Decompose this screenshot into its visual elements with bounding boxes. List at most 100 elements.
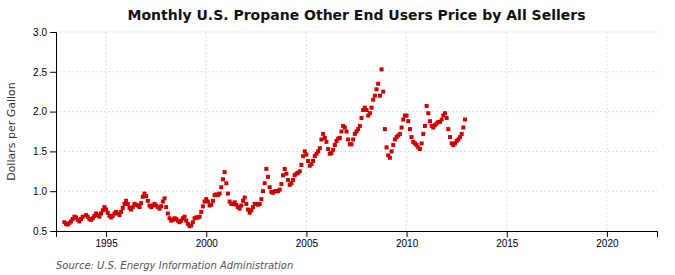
point (423, 124, 427, 128)
tick: 1.5 (33, 146, 56, 157)
chart: 1995200020052010201520200.51.01.52.02.53… (0, 0, 675, 275)
point (346, 137, 350, 141)
point (121, 206, 125, 210)
point (223, 170, 227, 174)
tick: 2010 (396, 231, 419, 249)
tick-mark (306, 231, 307, 237)
point (370, 106, 374, 110)
point (226, 192, 230, 196)
point (291, 178, 295, 182)
point (338, 136, 342, 140)
tick-mark (507, 231, 508, 237)
point (266, 175, 270, 179)
points (62, 67, 467, 228)
tick: 1.0 (33, 186, 56, 197)
point (410, 135, 414, 139)
point (426, 111, 430, 115)
grid-line (106, 32, 107, 231)
tick-label: 3.0 (33, 27, 47, 38)
point (218, 192, 222, 196)
point (139, 201, 143, 205)
point (137, 205, 141, 209)
tick-mark (50, 231, 56, 232)
point (144, 194, 148, 198)
point (446, 127, 450, 131)
grid-line (56, 111, 657, 112)
point (126, 202, 130, 206)
tick-mark (50, 72, 56, 73)
title: Monthly U.S. Propane Other End Users Pri… (128, 7, 586, 23)
tick-label: 2000 (196, 238, 219, 249)
point (420, 141, 424, 145)
point (268, 185, 272, 189)
point (209, 203, 213, 207)
point (244, 202, 248, 206)
point (440, 118, 444, 122)
point (381, 90, 385, 94)
point (304, 153, 308, 157)
tick-label: 2015 (496, 238, 519, 249)
point (445, 116, 449, 120)
y-axis: 0.5 1.0 1.5 2.0 2.5 3.0 (33, 27, 56, 237)
tick-mark (50, 191, 56, 192)
point (406, 119, 410, 123)
grid-line (56, 151, 657, 152)
point (339, 130, 343, 134)
tick: 0.5 (33, 226, 56, 237)
point (318, 146, 322, 150)
y-axis-title: Dollars per Gallon (5, 82, 18, 181)
plot: 1995200020052010201520200.51.01.52.02.53… (33, 27, 657, 249)
tick: 2020 (596, 231, 619, 249)
point (166, 211, 170, 215)
grid-line (56, 32, 657, 33)
point (408, 127, 412, 131)
point (284, 172, 288, 176)
point (368, 111, 372, 115)
tick-label: 0.5 (33, 226, 47, 237)
point (279, 182, 283, 186)
point (461, 126, 465, 130)
grid-line (506, 32, 507, 231)
point (264, 167, 268, 171)
tick-label: 2005 (296, 238, 319, 249)
point (463, 118, 467, 122)
grid-line (406, 32, 407, 231)
point (343, 126, 347, 130)
tick-mark (50, 32, 56, 33)
point (278, 188, 282, 192)
point (198, 215, 202, 219)
point (164, 205, 168, 209)
point (321, 132, 325, 136)
tick: 2.5 (33, 67, 56, 78)
point (219, 185, 223, 189)
point (378, 94, 382, 98)
point (263, 181, 267, 185)
point (385, 145, 389, 149)
point (299, 163, 303, 167)
point (183, 215, 187, 219)
point (448, 135, 452, 139)
grid-line (56, 71, 657, 72)
tick: 2000 (196, 231, 219, 249)
point (163, 196, 167, 200)
x-axis: 199520002005201020152020 (57, 231, 658, 249)
tick-mark (607, 231, 608, 237)
tick-label: 2.0 (33, 106, 47, 117)
point (383, 127, 387, 131)
tick-label: 1.0 (33, 186, 47, 197)
point (375, 87, 379, 91)
axis-line (50, 33, 57, 232)
point (388, 156, 392, 160)
point (283, 167, 287, 171)
tick-mark (206, 231, 207, 237)
point (261, 189, 265, 193)
point (421, 132, 425, 136)
point (390, 149, 394, 153)
point (211, 199, 215, 203)
point (358, 124, 362, 128)
point (351, 137, 355, 141)
point (391, 143, 395, 147)
point (146, 199, 150, 203)
point (380, 67, 384, 71)
tick-mark (50, 151, 56, 152)
